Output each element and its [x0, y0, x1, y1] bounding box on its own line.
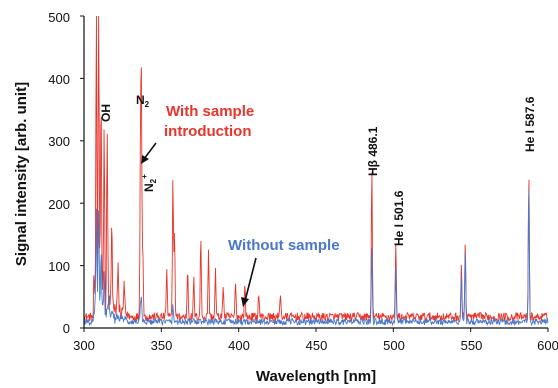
- x-tick-300: 300: [73, 338, 95, 353]
- with-sample-arrow: [143, 142, 157, 160]
- peak-annotations: OH N2 N2+ Hβ 486.1 He I 501.6 He I 587.6: [99, 93, 537, 246]
- x-tick-550: 550: [461, 338, 483, 353]
- with-sample-arrowhead: [141, 155, 149, 164]
- he-501-label: He I 501.6: [392, 190, 406, 246]
- x-tick-labels: 300 350 400 450 500 550 600: [73, 338, 558, 353]
- without-sample-arrow: [244, 257, 257, 302]
- series-without-sample: [83, 189, 549, 327]
- without-sample-arrowhead: [241, 297, 249, 307]
- with-sample-label-line1: With sample: [166, 103, 254, 120]
- n2-plus-label: N2+: [140, 174, 158, 192]
- plot-area: [83, 15, 549, 327]
- hbeta-label: Hβ 486.1: [366, 126, 380, 176]
- y-tick-300: 300: [48, 134, 70, 149]
- x-tick-350: 350: [151, 338, 173, 353]
- oh-label: OH: [99, 104, 113, 122]
- y-tick-marks: [80, 15, 84, 329]
- y-tick-400: 400: [48, 72, 70, 87]
- he-587-label: He I 587.6: [523, 96, 537, 152]
- without-sample-label: Without sample: [228, 237, 340, 254]
- y-axis-title: Signal intensity [arb. unit]: [13, 82, 30, 266]
- x-tick-500: 500: [383, 338, 405, 353]
- series-with-sample: [83, 15, 548, 323]
- y-tick-labels: 0 100 200 300 400 500: [48, 10, 70, 336]
- y-tick-100: 100: [48, 259, 70, 274]
- x-tick-600: 600: [537, 338, 558, 353]
- x-tick-400: 400: [228, 338, 250, 353]
- y-tick-200: 200: [48, 197, 70, 212]
- x-tick-marks: [83, 328, 549, 332]
- y-tick-0: 0: [63, 321, 70, 336]
- axes: [80, 15, 549, 332]
- n2-label: N2: [136, 93, 150, 109]
- series-labels: With sample introduction Without sample: [141, 103, 340, 307]
- with-sample-label-line2: introduction: [164, 123, 251, 140]
- y-tick-500: 500: [48, 10, 70, 25]
- x-tick-450: 450: [306, 338, 328, 353]
- x-axis-title: Wavelength [nm]: [256, 368, 376, 385]
